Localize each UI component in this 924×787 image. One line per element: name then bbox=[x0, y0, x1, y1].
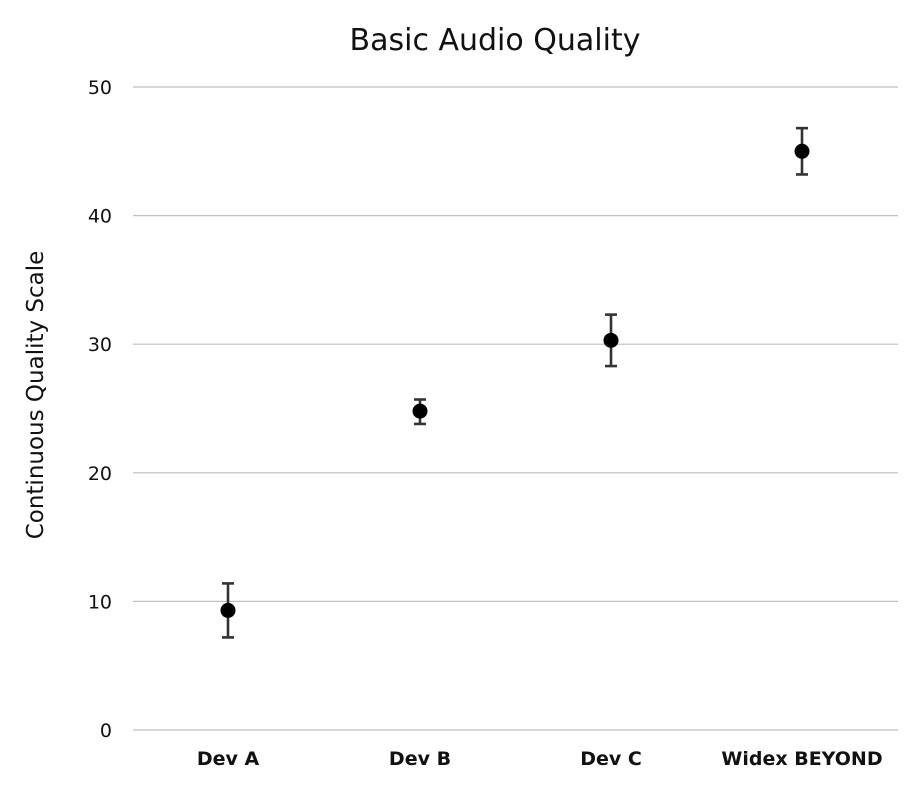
y-tick-label: 30 bbox=[88, 334, 112, 356]
x-tick-label: Dev C bbox=[580, 748, 642, 770]
data-point bbox=[794, 143, 810, 159]
y-tick-label: 10 bbox=[88, 591, 112, 613]
gridlines bbox=[133, 86, 898, 731]
x-tick-labels: Dev A Dev B Dev C Widex BEYOND bbox=[197, 748, 883, 770]
data-point bbox=[603, 332, 619, 348]
y-tick-label: 20 bbox=[88, 463, 112, 485]
x-tick-label: Widex BEYOND bbox=[721, 748, 882, 770]
error-bars bbox=[222, 126, 808, 639]
data-point bbox=[412, 403, 428, 419]
x-tick-label: Dev A bbox=[197, 748, 260, 770]
y-tick-labels: 0 10 20 30 40 50 bbox=[88, 77, 112, 742]
y-axis-label: Continuous Quality Scale bbox=[23, 251, 49, 540]
y-tick-label: 50 bbox=[88, 77, 112, 99]
x-tick-label: Dev B bbox=[389, 748, 451, 770]
data-points bbox=[220, 143, 810, 618]
y-tick-label: 40 bbox=[88, 206, 112, 228]
y-tick-label: 0 bbox=[100, 720, 112, 742]
chart-title: Basic Audio Quality bbox=[350, 23, 641, 58]
data-point bbox=[220, 602, 236, 618]
